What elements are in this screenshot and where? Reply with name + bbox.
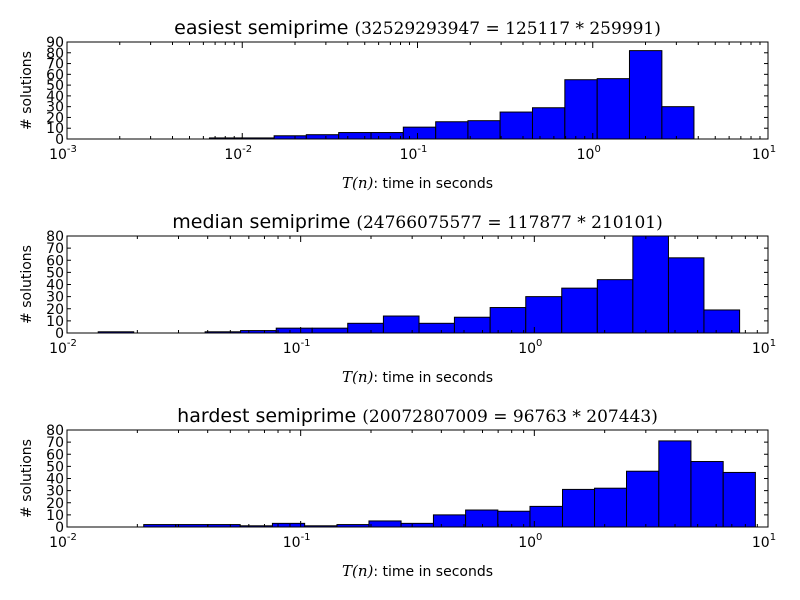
chart-title: median semiprime (24766075577 = 117877 *…: [172, 211, 662, 233]
y-tick-label: 90: [46, 35, 64, 51]
histogram-bar: [271, 522, 306, 528]
y-tick-label: 0: [55, 520, 64, 536]
histogram-bar: [596, 78, 630, 140]
histogram-bar: [722, 471, 756, 528]
x-axis-label: T(n): time in seconds: [342, 174, 493, 192]
histogram-bar: [667, 257, 705, 334]
histogram-bar: [658, 440, 692, 528]
histogram-bar: [370, 132, 404, 140]
y-tick-label: 80: [46, 423, 64, 439]
y-tick-label: 30: [46, 484, 64, 500]
y-tick-label: 60: [46, 253, 64, 269]
histogram-bar: [489, 307, 527, 334]
histogram-bar: [402, 126, 437, 140]
histogram-bar: [465, 509, 499, 528]
histogram-bar: [626, 470, 660, 528]
y-tick-label: 20: [46, 302, 64, 318]
histogram-bar: [564, 79, 598, 140]
histogram-bar: [661, 106, 695, 140]
histogram-bar: [435, 121, 469, 140]
y-tick-label: 10: [46, 508, 64, 524]
histogram-bar: [368, 520, 402, 528]
y-tick-label: 80: [46, 46, 64, 62]
histogram-bar: [400, 522, 434, 528]
x-axis-label: T(n): time in seconds: [342, 562, 493, 580]
histogram-bar: [453, 316, 491, 334]
y-tick-label: 0: [55, 132, 64, 148]
histogram-bar: [562, 488, 596, 528]
y-tick-label: 20: [46, 110, 64, 126]
y-tick-label: 40: [46, 472, 64, 488]
histogram-bar: [497, 510, 531, 528]
histogram-bar: [529, 505, 564, 528]
histogram-bar: [703, 309, 741, 334]
histogram-bar: [382, 315, 420, 334]
histogram-bar: [531, 107, 566, 140]
y-tick-label: 10: [46, 121, 64, 137]
histogram-bar: [632, 235, 669, 334]
y-tick-label: 40: [46, 89, 64, 105]
y-tick-label: 70: [46, 57, 64, 73]
y-tick-label: 60: [46, 447, 64, 463]
y-tick-label: 50: [46, 459, 64, 475]
histogram-bar: [467, 120, 501, 140]
histogram-bar: [499, 111, 533, 140]
y-tick-label: 80: [46, 229, 64, 245]
y-tick-label: 40: [46, 278, 64, 294]
x-axis-label: T(n): time in seconds: [342, 368, 493, 386]
histogram-bar: [596, 279, 634, 334]
y-tick-label: 30: [46, 290, 64, 306]
histogram-bar: [690, 461, 724, 528]
histogram-bar: [338, 132, 372, 140]
y-axis-label: # solutions: [19, 51, 35, 130]
histogram-bar: [311, 327, 349, 334]
histogram-bar: [628, 50, 663, 140]
histogram-bar: [561, 287, 598, 334]
histogram-bar: [305, 134, 340, 140]
histogram-bar: [594, 487, 628, 528]
y-tick-label: 10: [46, 314, 64, 330]
y-tick-label: 50: [46, 78, 64, 94]
y-tick-label: 20: [46, 496, 64, 512]
y-tick-label: 70: [46, 241, 64, 257]
y-tick-label: 30: [46, 100, 64, 116]
y-axis-label: # solutions: [19, 245, 35, 324]
histogram-bar: [432, 514, 467, 528]
chart-title: easiest semiprime (32529293947 = 125117 …: [174, 17, 661, 39]
histogram-bar: [347, 322, 384, 334]
y-tick-label: 50: [46, 265, 64, 281]
chart-title: hardest semiprime (20072807009 = 96763 *…: [177, 405, 658, 427]
y-axis-label: # solutions: [19, 439, 35, 518]
histogram-bar: [418, 322, 455, 334]
y-tick-label: 60: [46, 67, 64, 83]
histogram-bar: [275, 327, 313, 334]
y-tick-label: 70: [46, 435, 64, 451]
histogram-bar: [525, 296, 563, 334]
y-tick-label: 0: [55, 326, 64, 342]
